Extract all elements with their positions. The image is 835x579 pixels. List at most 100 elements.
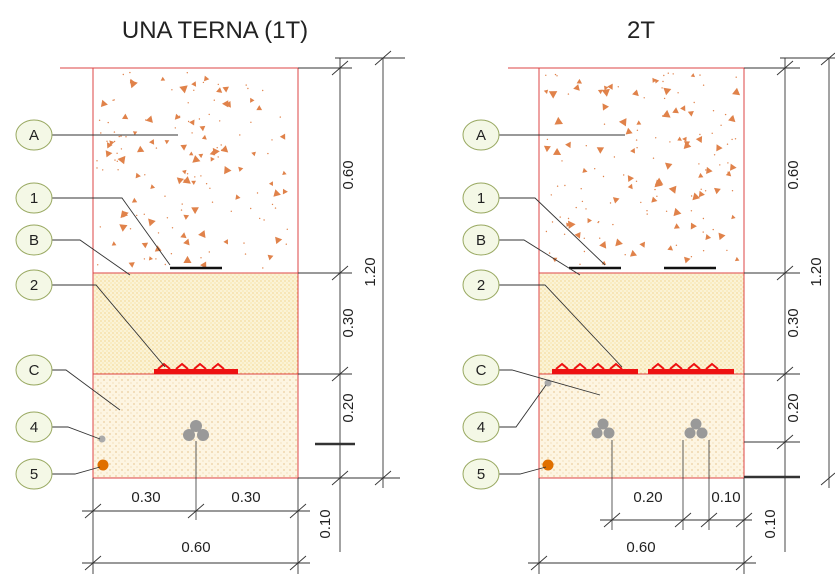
aggregate-triangle: [235, 194, 241, 200]
aggregate-dot: [271, 203, 274, 206]
aggregate-triangle: [568, 220, 576, 229]
aggregate-triangle: [604, 85, 609, 91]
aggregate-triangle: [718, 232, 726, 241]
aggregate-triangle: [105, 150, 113, 158]
aggregate-dot: [187, 241, 189, 244]
aggregate-triangle: [673, 207, 682, 217]
aggregate-dot: [661, 87, 663, 89]
aggregate-triangle: [282, 188, 288, 195]
aggregate-triangle: [198, 153, 204, 159]
aggregate-dot: [243, 242, 245, 244]
svg-text:4: 4: [30, 419, 38, 436]
aggregate-triangle: [612, 197, 620, 204]
aggregate-dot: [144, 174, 146, 176]
aggregate-dot: [191, 132, 193, 134]
aggregate-dot: [726, 249, 728, 252]
aggregate-dot: [602, 175, 605, 178]
aggregate-triangle: [548, 91, 558, 99]
aggregate-triangle: [618, 118, 627, 127]
aggregate-triangle: [554, 116, 563, 125]
aggregate-triangle: [145, 115, 153, 123]
aggregate-triangle: [690, 73, 695, 78]
svg-text:5: 5: [477, 466, 485, 483]
aggregate-triangle: [117, 155, 126, 165]
aggregate-triangle: [135, 172, 141, 179]
aggregate-dot: [699, 133, 701, 136]
aggregate-dot: [690, 210, 693, 212]
aggregate-triangle: [651, 196, 658, 203]
aggregate-dot: [702, 84, 705, 86]
aggregate-dot: [183, 179, 185, 181]
aggregate-dot: [245, 84, 247, 86]
bubble-a: A: [462, 119, 500, 151]
aggregate-dot: [178, 115, 181, 118]
svg-text:4: 4: [477, 419, 485, 436]
aggregate-triangle: [654, 179, 663, 188]
aggregate-dot: [713, 154, 716, 156]
aggregate-triangle: [574, 232, 581, 239]
aggregate-triangle: [122, 113, 129, 120]
dim-width-020: 0.20: [633, 489, 662, 506]
aggregate-triangle: [189, 151, 194, 156]
bubble-c: C: [15, 354, 53, 386]
aggregate-dot: [213, 99, 215, 101]
aggregate-dot: [259, 217, 261, 220]
aggregate-triangle: [267, 254, 274, 261]
aggregate-triangle: [632, 89, 639, 97]
aggregate-triangle: [275, 236, 283, 245]
vertical-dimensions-2t: [744, 52, 835, 552]
aggregate-dot: [116, 160, 119, 162]
aggregate-dot: [200, 257, 202, 259]
aggregate-dot: [230, 210, 232, 212]
aggregate-triangle: [148, 218, 156, 227]
aggregate-dot: [585, 208, 587, 210]
earth-wire-marker-2t: [544, 379, 552, 387]
concrete-hatch: [543, 72, 741, 269]
aggregate-triangle: [131, 197, 138, 203]
dim-width-030-left: 0.30: [131, 489, 160, 506]
aggregate-dot: [250, 207, 252, 210]
aggregate-triangle: [238, 166, 244, 172]
aggregate-dot: [171, 89, 173, 91]
aggregate-dot: [186, 72, 188, 74]
aggregate-triangle: [627, 175, 634, 182]
aggregate-dot: [719, 164, 721, 166]
aggregate-dot: [202, 81, 205, 84]
aggregate-dot: [724, 113, 727, 116]
aggregate-dot: [702, 231, 704, 233]
aggregate-dot: [205, 183, 208, 185]
aggregate-dot: [556, 185, 559, 187]
svg-text:1: 1: [30, 190, 38, 207]
aggregate-dot: [113, 99, 115, 101]
aggregate-triangle: [212, 147, 220, 156]
aggregate-triangle: [543, 89, 549, 94]
aggregate-dot: [690, 256, 693, 258]
aggregate-triangle: [148, 256, 153, 261]
aggregate-triangle: [730, 163, 737, 171]
aggregate-dot: [735, 76, 737, 78]
aggregate-dot: [274, 207, 277, 209]
svg-text:2: 2: [477, 277, 485, 294]
aggregate-dot: [603, 123, 606, 125]
aggregate-dot: [113, 140, 116, 143]
aggregate-dot: [219, 120, 221, 122]
bubble-1: 1: [462, 182, 500, 214]
aggregate-dot: [613, 156, 616, 158]
aggregate-triangle: [204, 75, 210, 82]
aggregate-triangle: [122, 210, 129, 218]
aggregate-dot: [646, 210, 648, 212]
aggregate-dot: [712, 110, 715, 112]
aggregate-dot: [730, 116, 733, 119]
aggregate-dot: [164, 263, 166, 266]
aggregate-triangle: [191, 81, 197, 87]
aggregate-triangle: [223, 239, 228, 245]
aggregate-dot: [116, 152, 118, 154]
aggregate-dot: [545, 74, 547, 77]
aggregate-triangle: [251, 151, 256, 157]
aggregate-dot: [712, 228, 714, 231]
aggregate-dot: [579, 263, 581, 265]
aggregate-dot: [114, 159, 116, 161]
aggregate-triangle: [129, 78, 135, 84]
aggregate-dot: [107, 121, 109, 124]
aggregate-dot: [624, 254, 626, 256]
